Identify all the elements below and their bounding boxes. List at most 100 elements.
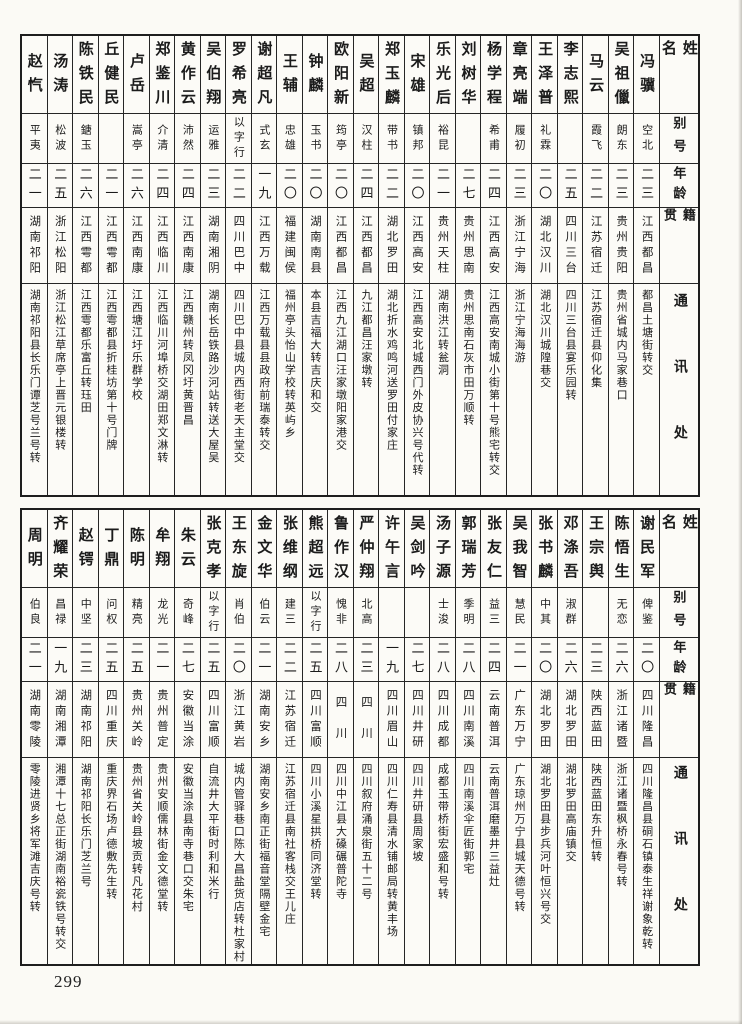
person-alias — [404, 588, 430, 638]
person-alias: 玉书 — [302, 114, 328, 164]
person-name: 周明 — [22, 510, 47, 588]
person-age: 二七 — [404, 638, 430, 682]
person-address: 重庆界石场卢德敷先生转 — [104, 763, 117, 901]
person-native-place: 浙江宁海 — [506, 208, 532, 284]
directory-table-bottom: 周明 伯良 二一 湖南零陵 零陵进贤乡将军滩吉庆号转 齐耀荣 昌禄 一九 湖南湘… — [20, 508, 700, 966]
person-native-place: 江苏宿迁 — [277, 682, 302, 758]
person-address: 江西赣州转凤冈圩黄晋昌 — [181, 289, 194, 427]
header-native-place: 籍贯 — [659, 682, 698, 758]
person-native-place: 江西都昌 — [353, 208, 379, 284]
person-native-place: 贵州贵阳 — [608, 208, 634, 284]
person-address: 四川巴中县城内西街老天主堂交 — [232, 289, 245, 464]
directory-entry-column: 卢岳 嵩亭 二六 江西南康 江西塘江圩乐群学校 — [123, 36, 149, 495]
header-native-place: 籍贯 — [659, 208, 698, 284]
person-name: 赵锷 — [73, 510, 98, 588]
person-name: 郑鉴川 — [149, 36, 175, 114]
person-name: 许午言 — [379, 510, 404, 588]
directory-entry-column: 谢民军 俾鉴 二〇 四川隆昌 四川隆昌县硐石镇泰生祥谢象乾转 — [633, 510, 659, 964]
person-age: 二四 — [175, 164, 200, 208]
person-name: 吴伯翔 — [200, 36, 226, 114]
person-age: 二三 — [608, 164, 634, 208]
person-alias: 肖伯 — [226, 588, 251, 638]
person-age: 二八 — [328, 638, 353, 682]
directory-entry-column: 罗希亮 以字行 二二 四川巴中 四川巴中县城内西街老天主堂交 — [225, 36, 251, 495]
person-age: 一九 — [47, 638, 73, 682]
person-name: 吴超 — [353, 36, 379, 114]
person-name: 黄作云 — [175, 36, 200, 114]
person-native-place: 四川成都 — [430, 682, 455, 758]
person-native-place: 江苏宿迁 — [583, 208, 608, 284]
person-alias: 嵩亭 — [124, 114, 149, 164]
person-address: 广东琼州万宁县城天德号转 — [513, 763, 526, 913]
header-alias: 别号 — [659, 114, 698, 164]
person-name: 钟麟 — [302, 36, 328, 114]
header-name: 姓名 — [659, 36, 698, 114]
directory-entry-column: 黄作云 沛然 二四 江西南康 江西赣州转凤冈圩黄晋昌 — [174, 36, 200, 495]
person-native-place: 四 川 — [353, 682, 379, 758]
person-address: 湖北罗田高庙镇交 — [564, 763, 577, 863]
person-name: 郑玉麟 — [379, 36, 404, 114]
person-age: 二五 — [200, 638, 226, 682]
person-native-place: 贵州天柱 — [430, 208, 455, 284]
person-age: 二四 — [481, 164, 506, 208]
directory-entry-column: 吴剑吟 二七 四川井研 四川井研县周家坡 — [403, 510, 430, 964]
directory-entry-column: 严仲翔 北高 二三 四 川 四川叙府涌泉街五十二号 — [352, 510, 379, 964]
person-address: 四川叙府涌泉街五十二号 — [359, 763, 372, 901]
directory-entry-column: 熊超远 以字行 二五 四川富顺 四川小溪星拱桥同济堂转 — [301, 510, 328, 964]
person-native-place: 四川巴中 — [226, 208, 251, 284]
person-alias: 俾鉴 — [634, 588, 659, 638]
person-age: 二五 — [98, 638, 124, 682]
person-alias: 鎕玉 — [73, 114, 98, 164]
person-name: 汤子源 — [430, 510, 455, 588]
person-address: 江西万载县县政府前瑞泰转交 — [257, 289, 270, 452]
person-name: 丘健民 — [98, 36, 124, 114]
person-name: 欧阳新 — [328, 36, 353, 114]
directory-entry-column: 冯骥 空北 二三 江西都昌 都昌土塘街转交 — [633, 36, 659, 495]
person-age: 二〇 — [634, 638, 659, 682]
person-alias: 淑群 — [557, 588, 583, 638]
person-name: 马云 — [583, 36, 608, 114]
header-column: 姓名 别号 年龄 籍贯 通讯处 — [658, 510, 698, 964]
person-native-place: 浙江诸暨 — [608, 682, 634, 758]
person-address: 江苏宿迁县仰化集 — [589, 289, 602, 389]
person-alias: 霞飞 — [583, 114, 608, 164]
directory-entry-column: 赵锷 中坚 二三 湖南祁阳 湖南祁阳长乐门芝兰号 — [72, 510, 98, 964]
person-address: 江西高安北城西门外皮协兴号代转 — [411, 289, 423, 477]
person-native-place: 湖南安乡 — [251, 682, 277, 758]
person-name: 吴我智 — [506, 510, 532, 588]
person-age: 二三 — [583, 638, 608, 682]
person-address: 浙江宁海海游 — [513, 289, 526, 364]
person-age: 二一 — [430, 164, 455, 208]
person-address: 浙江诸暨枫桥永春号转 — [615, 763, 628, 888]
person-alias: 奇峰 — [175, 588, 200, 638]
person-alias: 式玄 — [251, 114, 277, 164]
directory-entry-column: 朱云 奇峰 二七 安徽当涂 安徽当涂县南寺巷口交朱宅 — [174, 510, 200, 964]
person-native-place: 贵州关岭 — [124, 682, 149, 758]
person-name: 鲁作汉 — [328, 510, 353, 588]
person-alias — [583, 588, 608, 638]
person-native-place: 四川井研 — [404, 682, 430, 758]
person-native-place: 湖南南县 — [302, 208, 328, 284]
person-native-place: 江西都昌 — [328, 208, 353, 284]
person-age: 二三 — [506, 164, 532, 208]
person-alias: 以字行 — [200, 588, 226, 638]
person-native-place: 江西都昌 — [634, 208, 659, 284]
person-alias: 礼霖 — [532, 114, 557, 164]
person-name: 陈明 — [124, 510, 149, 588]
directory-entry-column: 牟翔 龙光 二一 贵州普定 贵州安顺儒林街金文德堂转 — [148, 510, 175, 964]
directory-entry-column: 齐耀荣 昌禄 一九 湖南湘潭 湘潭十七总正街湖南裕瓷铁号转交 — [46, 510, 73, 964]
directory-entry-column: 谢超凡 式玄 一九 江西万载 江西万载县县政府前瑞泰转交 — [250, 36, 277, 495]
person-name: 齐耀荣 — [47, 510, 73, 588]
person-name: 朱云 — [175, 510, 200, 588]
person-alias: 沛然 — [175, 114, 200, 164]
person-age: 二五 — [47, 164, 73, 208]
directory-entry-column: 章亮端 履初 二三 浙江宁海 浙江宁海海游 — [505, 36, 532, 495]
person-age: 二〇 — [532, 164, 557, 208]
person-age: 二一 — [251, 638, 277, 682]
person-age: 二〇 — [404, 164, 430, 208]
person-name: 郭瑞芳 — [455, 510, 481, 588]
person-address: 成都玉带桥街宏盛和号转 — [436, 763, 449, 901]
person-age: 二五 — [302, 638, 328, 682]
person-address: 四川仁寿县清水铺邮局转黄丰场 — [385, 763, 398, 938]
person-address: 湖南祁阳县长乐门谭芝号兰号转 — [28, 289, 41, 464]
